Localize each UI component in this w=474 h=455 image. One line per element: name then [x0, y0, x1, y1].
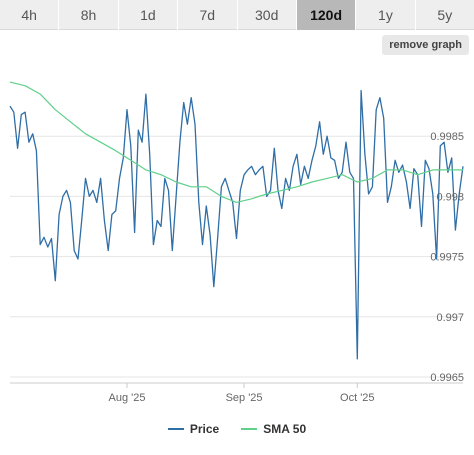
chart-legend: Price SMA 50	[0, 420, 474, 438]
y-tick-label: 0.9965	[430, 372, 464, 384]
y-tick-label: 0.9975	[430, 252, 464, 264]
range-tab-5y[interactable]: 5y	[437, 7, 453, 23]
legend-item-price[interactable]: Price	[167, 420, 220, 438]
legend-label-sma50: SMA 50	[263, 422, 307, 436]
range-tab-30d[interactable]: 30d	[238, 0, 297, 30]
range-tab-1d[interactable]: 1d	[119, 0, 179, 30]
range-tab-1y[interactable]: 1y	[356, 0, 416, 30]
legend-label-price: Price	[189, 422, 220, 436]
remove-graph-button[interactable]: remove graph	[382, 35, 469, 55]
legend-item-sma50[interactable]: SMA 50	[241, 420, 306, 438]
range-tab-8h[interactable]: 8h	[59, 0, 119, 30]
x-tick-label: Oct '25	[340, 392, 375, 404]
price-swatch	[167, 428, 184, 430]
x-tick-label: Sep '25	[226, 392, 263, 404]
y-tick-label: 0.9985	[430, 131, 464, 143]
sma50-swatch	[241, 428, 258, 430]
range-tab-7d[interactable]: 7d	[178, 0, 238, 30]
range-tab-4h[interactable]: 4h	[0, 0, 60, 30]
y-tick-label: 0.997	[436, 312, 464, 324]
sma50-series-line[interactable]	[9, 81, 463, 203]
range-tab-120d[interactable]: 120d	[296, 0, 357, 30]
x-tick-label: Aug '25	[109, 392, 146, 404]
time-range-bar: 4h 8h 1d 7d 30d 120d 1y 5y	[0, 0, 474, 30]
price-series-line[interactable]	[9, 89, 464, 360]
y-tick-label: 0.998	[436, 191, 464, 203]
